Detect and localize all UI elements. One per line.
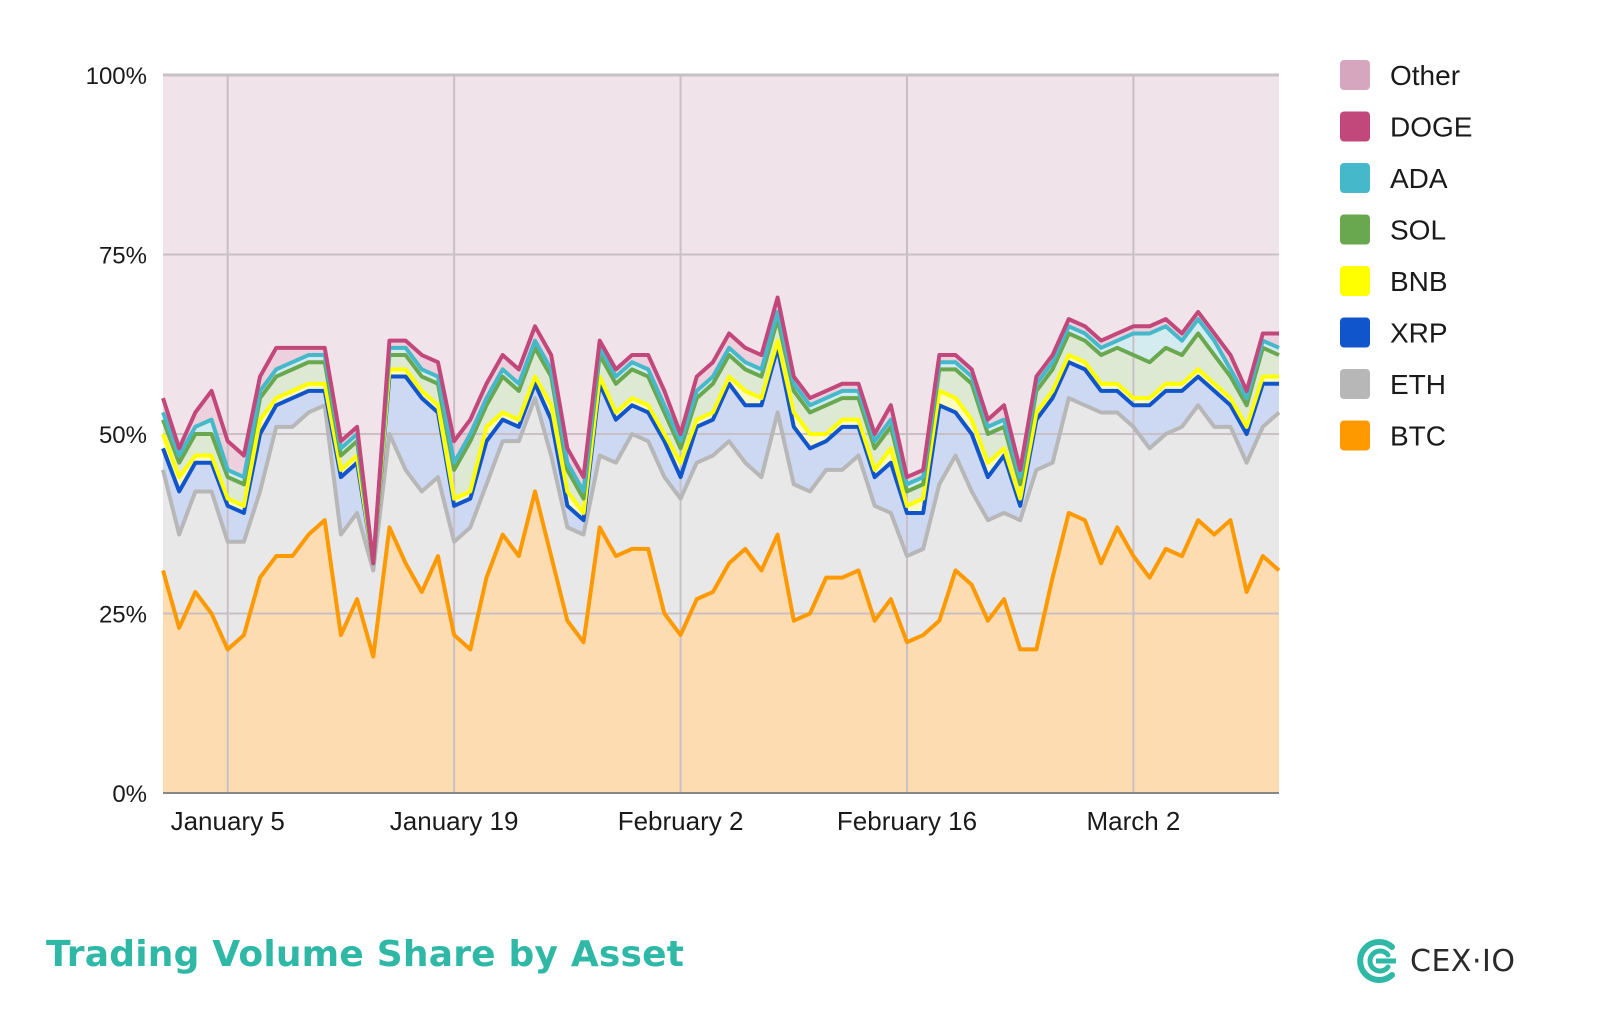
legend-label-ada: ADA [1390,163,1448,194]
y-tick-label: 0% [112,781,147,808]
series-line-ada [161,309,1280,566]
legend-swatch-eth [1340,369,1370,399]
series-line-sol [161,317,1280,566]
y-tick-label: 75% [99,243,147,270]
series-line-doge [161,295,1279,566]
x-tick-label: January 19 [390,806,519,836]
cex-logo-icon [1357,939,1396,983]
brand-logo: CEX·IO [1352,936,1515,986]
legend-swatch-doge [1340,111,1370,142]
legend-swatch-xrp [1340,317,1370,348]
legend-swatch-bnb [1340,266,1370,296]
y-tick-label: 50% [99,422,147,449]
x-tick-label: February 2 [618,806,744,836]
chart-title: Trading Volume Share by Asset [46,934,685,975]
legend-label-bnb: BNB [1390,266,1448,297]
legend-label-sol: SOL [1390,215,1446,246]
legend-swatch-ada [1340,163,1370,193]
series-line-bnb [161,338,1279,566]
y-tick-label: 25% [99,602,147,629]
legend-label-doge: DOGE [1390,112,1472,143]
legend-swatch-btc [1340,420,1370,451]
legend-label-eth: ETH [1390,369,1446,400]
series-line-eth [161,396,1281,573]
legend-label-other: Other [1390,60,1460,91]
brand-name: CEX·IO [1410,943,1516,979]
series-line-xrp [161,345,1279,566]
x-tick-label: February 16 [837,806,977,836]
legend-swatch-other [1340,60,1370,90]
legend-label-btc: BTC [1390,421,1446,452]
series-area-eth [163,398,1279,657]
series-area-btc [163,491,1279,793]
x-tick-label: January 5 [171,806,285,836]
series-line-btc [161,489,1281,659]
y-tick-label: 100% [86,63,147,90]
legend-label-xrp: XRP [1390,318,1448,349]
legend-swatch-sol [1340,214,1370,245]
x-tick-label: March 2 [1086,806,1180,836]
